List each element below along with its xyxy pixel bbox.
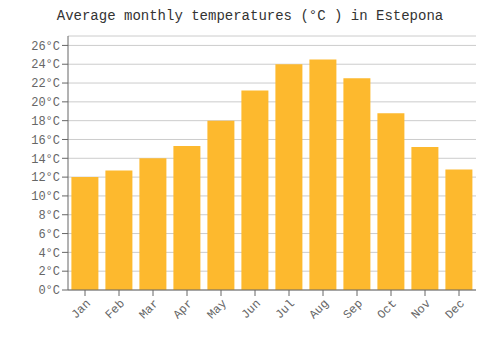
svg-text:24°C: 24°C — [31, 58, 60, 72]
svg-text:26°C: 26°C — [31, 40, 60, 54]
svg-text:Sep: Sep — [341, 297, 366, 322]
svg-text:18°C: 18°C — [31, 115, 60, 129]
svg-text:8°C: 8°C — [38, 209, 60, 223]
svg-text:10°C: 10°C — [31, 190, 60, 204]
svg-text:12°C: 12°C — [31, 171, 60, 185]
svg-text:Feb: Feb — [103, 297, 128, 322]
svg-text:Jan: Jan — [69, 297, 94, 322]
svg-text:Oct: Oct — [375, 297, 400, 322]
svg-text:16°C: 16°C — [31, 134, 60, 148]
svg-text:Jun: Jun — [239, 297, 264, 322]
svg-text:6°C: 6°C — [38, 228, 60, 242]
svg-text:4°C: 4°C — [38, 247, 60, 261]
svg-text:Apr: Apr — [171, 297, 196, 322]
svg-text:Mar: Mar — [137, 297, 162, 322]
svg-text:0°C: 0°C — [38, 284, 60, 298]
svg-text:2°C: 2°C — [38, 265, 60, 279]
svg-text:May: May — [205, 297, 230, 322]
svg-text:20°C: 20°C — [31, 96, 60, 110]
svg-text:Aug: Aug — [307, 297, 332, 322]
svg-text:22°C: 22°C — [31, 77, 60, 91]
svg-text:Jul: Jul — [273, 297, 298, 322]
svg-text:14°C: 14°C — [31, 153, 60, 167]
svg-text:Nov: Nov — [409, 297, 434, 322]
svg-text:Dec: Dec — [443, 297, 468, 322]
html-text:Average monthly temperatures (: Average monthly temperatures (°C ) in Es… — [56, 8, 444, 24]
